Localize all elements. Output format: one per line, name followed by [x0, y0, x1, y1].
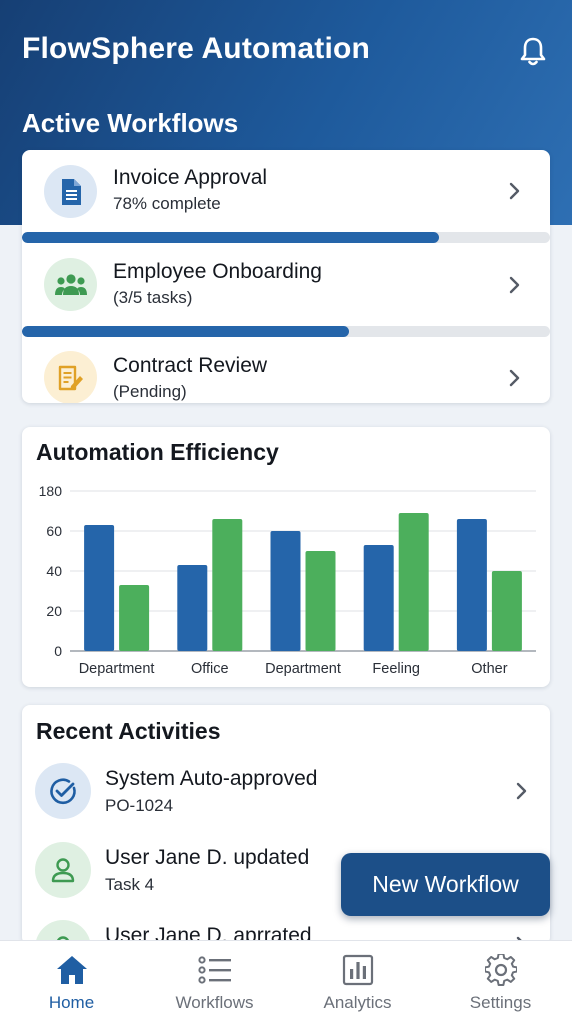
nav-label: Workflows — [175, 993, 254, 1012]
activity-item[interactable]: System Auto-approved PO-1024 — [22, 753, 550, 831]
bar-green — [491, 571, 522, 651]
nav-settings[interactable]: Settings — [429, 941, 572, 1024]
nav-label: Settings — [469, 993, 532, 1012]
progress-fill — [22, 232, 440, 243]
progress-fill — [22, 326, 350, 337]
bar-chart-icon — [341, 953, 375, 987]
bar-green — [398, 513, 429, 651]
document-icon — [44, 165, 97, 218]
activity-subtitle: Task 4 — [105, 875, 155, 894]
efficiency-title: Automation Efficiency — [36, 439, 279, 465]
app-title: FlowSphere Automation — [22, 32, 371, 65]
active-workflows-title: Active Workflows — [22, 108, 239, 138]
gear-icon — [484, 953, 518, 987]
chevron-right-icon — [509, 182, 520, 200]
workflow-title: Contract Review — [113, 354, 268, 377]
y-tick-label: 20 — [46, 603, 62, 619]
bar-blue — [177, 565, 208, 651]
nav-label: Home — [48, 993, 95, 1012]
workflow-item-employee-onboarding[interactable]: Employee Onboarding (3/5 tasks) — [22, 244, 550, 324]
bar-green — [119, 585, 150, 651]
activity-subtitle: PO-1024 — [105, 796, 174, 815]
x-tick-label: Department — [265, 661, 341, 677]
active-workflows-card: Invoice Approval 78% complete Employee O… — [22, 150, 550, 403]
activity-title: System Auto-approved — [105, 767, 318, 790]
efficiency-bar-chart: 0 20 40 60 180 Department Office Department Feel… — [39, 483, 536, 677]
x-tick-label: Department — [79, 661, 155, 677]
recent-activities-title: Recent Activities — [36, 718, 221, 744]
activity-title: User Jane D. updated — [105, 846, 310, 869]
new-workflow-button[interactable]: New Workflow — [341, 853, 550, 916]
bar-blue — [270, 531, 301, 651]
workflow-title: Invoice Approval — [113, 166, 268, 189]
progress-bar — [22, 326, 550, 337]
activity-item[interactable]: User Jane D. updated Task 4 — [22, 833, 550, 911]
nav-analytics[interactable]: Analytics — [286, 941, 429, 1024]
chevron-right-icon — [516, 782, 527, 800]
y-tick-label: 40 — [46, 563, 62, 579]
notification-button[interactable] — [514, 34, 552, 68]
bar-green — [212, 519, 243, 651]
people-icon — [44, 258, 97, 311]
workflow-title: Employee Onboarding — [113, 260, 322, 283]
x-tick-label: Feeling — [372, 661, 420, 677]
workflow-item-invoice-approval[interactable]: Invoice Approval 78% complete — [22, 150, 550, 230]
activity-title: User Jane D. aprrated — [105, 924, 312, 945]
automation-efficiency-card: Automation Efficiency 0 20 40 60 180 Departme… — [22, 427, 550, 687]
chevron-right-icon — [509, 276, 520, 294]
y-tick-label: 180 — [39, 483, 63, 499]
workflow-item-contract-review[interactable]: Contract Review (Pending) — [22, 338, 550, 403]
recent-activities-card: Recent Activities System Auto-approved P… — [22, 705, 550, 945]
bar-green — [305, 551, 336, 651]
nav-workflows[interactable]: Workflows — [143, 941, 286, 1024]
workflow-status: (3/5 tasks) — [113, 288, 193, 307]
bar-blue — [456, 519, 487, 651]
user-icon — [35, 842, 91, 898]
list-icon — [197, 953, 232, 987]
bar-blue — [363, 545, 394, 651]
y-tick-label: 0 — [54, 643, 62, 659]
x-tick-label: Other — [471, 661, 507, 677]
y-tick-label: 60 — [46, 523, 62, 539]
progress-bar — [22, 232, 550, 243]
bell-icon — [520, 37, 546, 66]
nav-label: Analytics — [323, 993, 392, 1012]
nav-home[interactable]: Home — [0, 941, 143, 1024]
check-circle-icon — [35, 763, 91, 819]
chevron-right-icon — [509, 369, 520, 387]
workflow-status: (Pending) — [113, 382, 187, 401]
bottom-navigation: Home Workflows Analytics — [0, 940, 572, 1024]
edit-document-icon — [44, 351, 97, 403]
bar-blue — [84, 525, 115, 651]
x-tick-label: Office — [191, 661, 229, 677]
home-icon — [55, 953, 89, 987]
workflow-status: 78% complete — [113, 194, 221, 213]
